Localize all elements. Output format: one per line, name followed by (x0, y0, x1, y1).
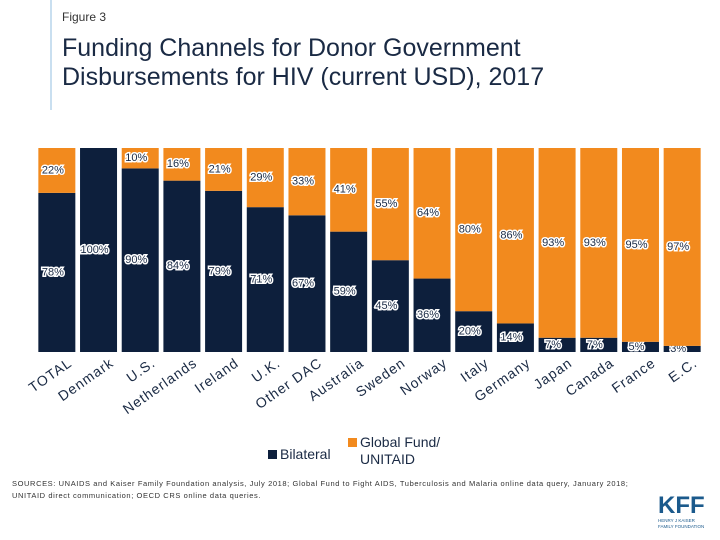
value-label: 86% (500, 230, 522, 242)
value-label: 14% (500, 332, 522, 344)
legend-swatch (268, 450, 277, 459)
source-note: SOURCES: UNAIDS and Kaiser Family Founda… (12, 479, 629, 500)
value-label: 45% (375, 300, 397, 312)
bar-segment (621, 148, 659, 342)
bar-segment (80, 148, 118, 352)
bar-segment (663, 148, 701, 346)
bar-segment (121, 168, 159, 352)
value-label: 71% (250, 273, 272, 285)
bar-segment (38, 148, 76, 193)
legend-label: Global Fund/ UNITAID (360, 434, 441, 467)
bar-segment (163, 180, 201, 352)
accent-line (50, 0, 52, 110)
value-label: 22% (42, 164, 64, 176)
value-label: 29% (250, 171, 272, 183)
value-label: 100% (80, 244, 108, 256)
value-label: 33% (292, 176, 314, 188)
bar-segment (538, 148, 576, 338)
bar-segment (455, 311, 493, 352)
legend-swatch (348, 438, 357, 447)
value-label: 93% (542, 237, 564, 249)
value-label: 79% (209, 265, 231, 277)
value-label: 7% (587, 339, 603, 351)
bar-segment (371, 148, 409, 261)
value-label: 36% (417, 309, 439, 321)
value-label: 67% (292, 278, 314, 290)
value-label: 97% (667, 241, 689, 253)
logo-name: KFF (658, 492, 705, 519)
bar-segment (371, 260, 409, 352)
value-label: 93% (584, 237, 606, 249)
x-tick-label: Canada (562, 354, 616, 399)
value-label: 41% (334, 184, 356, 196)
bar-segment (121, 148, 159, 169)
value-label: 5% (629, 341, 645, 353)
bar-segment (455, 148, 493, 312)
value-label: 7% (545, 339, 561, 351)
x-tick-label: France (609, 354, 659, 396)
bar-segment (288, 215, 326, 352)
bar-segment (580, 337, 618, 352)
value-label: 21% (209, 163, 231, 175)
bar-segment (246, 148, 284, 208)
bar-segment (246, 207, 284, 352)
value-label: 95% (625, 239, 647, 251)
value-label: 90% (125, 254, 147, 266)
bar-segment (38, 192, 76, 352)
bar-segment (538, 337, 576, 352)
bar-segment (413, 148, 451, 279)
logo: KFF HENRY J KAISER FAMILY FOUNDATION (658, 494, 710, 530)
bar-segment (580, 148, 618, 338)
bar-segment (288, 148, 326, 216)
bar-segment (496, 323, 534, 352)
value-label: 20% (459, 326, 481, 338)
value-label: 64% (417, 207, 439, 219)
value-label: 16% (167, 158, 189, 170)
value-label: 10% (125, 152, 147, 164)
value-label: 80% (459, 224, 481, 236)
x-tick-label: E.C. (665, 354, 700, 385)
value-label: 84% (167, 260, 189, 272)
value-label: 78% (42, 266, 64, 278)
bar-segment (330, 148, 368, 232)
chart-title: Funding Channels for Donor Government Di… (62, 34, 545, 91)
value-label: 59% (334, 286, 356, 298)
bar-segment (621, 341, 659, 352)
figure-label: Figure 3 (62, 10, 107, 24)
value-label: 55% (375, 198, 397, 210)
x-tick-label: Norway (397, 354, 450, 398)
legend-label: Bilateral (280, 446, 331, 462)
logo-subtitle: HENRY J KAISER FAMILY FOUNDATION (658, 518, 705, 529)
bar-segment (205, 190, 243, 352)
bar-segment (663, 345, 701, 352)
x-tick-label: Ireland (191, 354, 241, 396)
bar-segment (413, 278, 451, 352)
bar-segment (330, 231, 368, 352)
bar-segment (205, 148, 243, 191)
bar-segment (496, 148, 534, 324)
bar-segment (163, 148, 201, 181)
